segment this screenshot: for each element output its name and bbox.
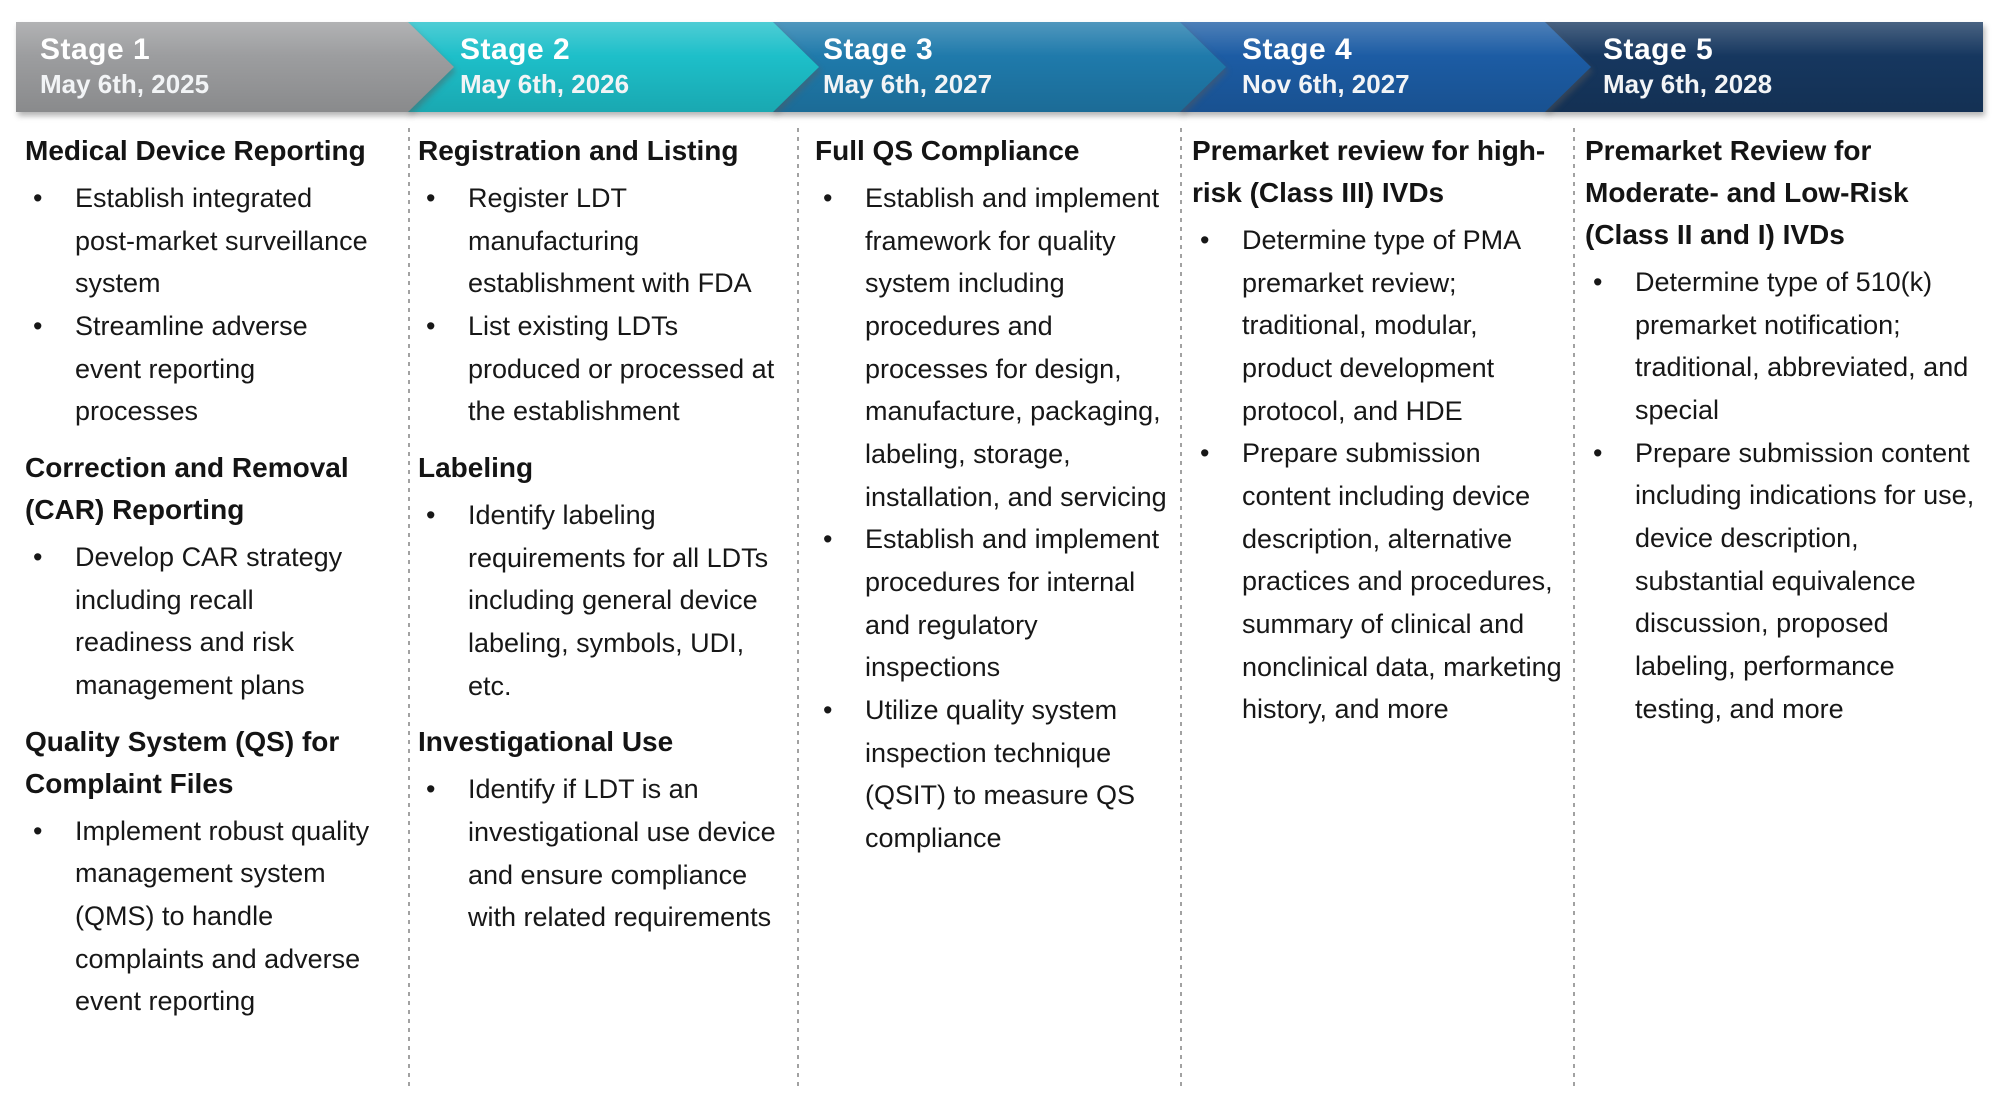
stage-4-banner: Stage 4 Nov 6th, 2027 xyxy=(1180,22,1591,112)
section: Premarket Review for Moderate- and Low-R… xyxy=(1585,130,1983,730)
bullet-item: Prepare submission content including dev… xyxy=(1192,432,1567,731)
bullet-list: Identify if LDT is an investigational us… xyxy=(418,768,778,939)
bullet-item: Prepare submission content including ind… xyxy=(1585,432,1983,731)
stage-3-banner: Stage 3 May 6th, 2027 xyxy=(773,22,1226,112)
section-heading: Full QS Compliance xyxy=(815,135,1080,166)
stage-2-banner: Stage 2 May 6th, 2026 xyxy=(408,22,819,112)
stage-1-column: Medical Device Reporting Establish integ… xyxy=(25,130,393,1023)
stage-2-label: Stage 2 xyxy=(460,33,571,66)
stage-3-chevron: Stage 3 May 6th, 2027 xyxy=(773,22,1226,112)
stage-5-chevron: Stage 5 May 6th, 2028 xyxy=(1545,22,1983,112)
bullet-item: Implement robust quality management syst… xyxy=(25,810,377,1023)
section-heading: Medical Device Reporting xyxy=(25,135,366,166)
bullet-list: Implement robust quality management syst… xyxy=(25,810,377,1023)
bullet-list: Register LDT manufacturing establishment… xyxy=(418,177,790,433)
stage-1-label: Stage 1 xyxy=(40,33,151,66)
stage-5-label: Stage 5 xyxy=(1603,33,1714,66)
section: Full QS Compliance Establish and impleme… xyxy=(815,130,1167,860)
column-divider-3 xyxy=(1180,128,1182,1086)
stage-3-date: May 6th, 2027 xyxy=(823,69,993,99)
bullet-list: Determine type of PMA premarket review; … xyxy=(1192,219,1567,731)
section-heading: Correction and Removal (CAR) Reporting xyxy=(25,451,349,525)
bullet-list: Establish and implement framework for qu… xyxy=(815,177,1167,860)
bullet-item: Streamline adverse event reporting proce… xyxy=(25,305,377,433)
column-divider-1 xyxy=(408,128,410,1086)
stage-5-date: May 6th, 2028 xyxy=(1603,69,1773,99)
bullet-item: Register LDT manufacturing establishment… xyxy=(418,177,790,305)
stage-1-banner: Stage 1 May 6th, 2025 xyxy=(16,22,454,112)
bullet-list: Determine type of 510(k) premarket notif… xyxy=(1585,261,1983,730)
column-divider-2 xyxy=(797,128,799,1086)
section: Premarket review for high-risk (Class II… xyxy=(1192,130,1570,731)
section-heading: Investigational Use xyxy=(418,726,674,758)
bullet-item: Establish integrated post-market surveil… xyxy=(25,177,377,305)
stage-3-column: Full QS Compliance Establish and impleme… xyxy=(815,130,1167,860)
section-heading: Premarket review for high-risk (Class II… xyxy=(1192,135,1546,208)
bullet-item: Utilize quality system inspection techni… xyxy=(815,689,1167,860)
stage-2-date: May 6th, 2026 xyxy=(460,69,630,99)
bullet-item: List existing LDTs produced or processed… xyxy=(418,305,790,433)
stage-1-date: May 6th, 2025 xyxy=(40,69,210,99)
section: Medical Device Reporting Establish integ… xyxy=(25,130,393,433)
bullet-list: Establish integrated post-market surveil… xyxy=(25,177,377,433)
bullet-item: Determine type of 510(k) premarket notif… xyxy=(1585,261,1983,432)
section-heading: Premarket Review for Moderate- and Low-R… xyxy=(1585,135,1909,250)
section-heading: Registration and Listing xyxy=(418,135,739,166)
bullet-item: Develop CAR strategy including recall re… xyxy=(25,536,377,707)
stage-2-column: Registration and Listing Register LDT ma… xyxy=(418,130,793,939)
stage-4-chevron: Stage 4 Nov 6th, 2027 xyxy=(1180,22,1591,112)
bullet-list: Develop CAR strategy including recall re… xyxy=(25,536,377,707)
section: Correction and Removal (CAR) Reporting D… xyxy=(25,447,393,707)
stage-2-chevron: Stage 2 May 6th, 2026 xyxy=(408,22,819,112)
bullet-item: Establish and implement procedures for i… xyxy=(815,518,1167,689)
section: Labeling Identify labeling requirements … xyxy=(418,447,793,707)
section-heading: Quality System (QS) for Complaint Files xyxy=(25,725,340,799)
stage-4-date: Nov 6th, 2027 xyxy=(1242,69,1410,99)
stage-5-banner: Stage 5 May 6th, 2028 xyxy=(1545,22,1983,112)
stage-1-chevron: Stage 1 May 6th, 2025 xyxy=(16,22,454,112)
section: Registration and Listing Register LDT ma… xyxy=(418,130,793,433)
section: Quality System (QS) for Complaint Files … xyxy=(25,721,393,1023)
bullet-list: Identify labeling requirements for all L… xyxy=(418,494,783,707)
bullet-item: Identify labeling requirements for all L… xyxy=(418,494,783,707)
stage-4-label: Stage 4 xyxy=(1242,33,1353,66)
bullet-item: Identify if LDT is an investigational us… xyxy=(418,768,778,939)
stage-3-label: Stage 3 xyxy=(823,33,934,66)
bullet-item: Establish and implement framework for qu… xyxy=(815,177,1167,518)
bullet-item: Determine type of PMA premarket review; … xyxy=(1192,219,1567,432)
section: Investigational Use Identify if LDT is a… xyxy=(418,721,793,939)
section-heading: Labeling xyxy=(418,451,534,483)
stage-4-column: Premarket review for high-risk (Class II… xyxy=(1192,130,1570,731)
column-divider-4 xyxy=(1573,128,1575,1086)
stage-5-column: Premarket Review for Moderate- and Low-R… xyxy=(1585,130,1983,730)
